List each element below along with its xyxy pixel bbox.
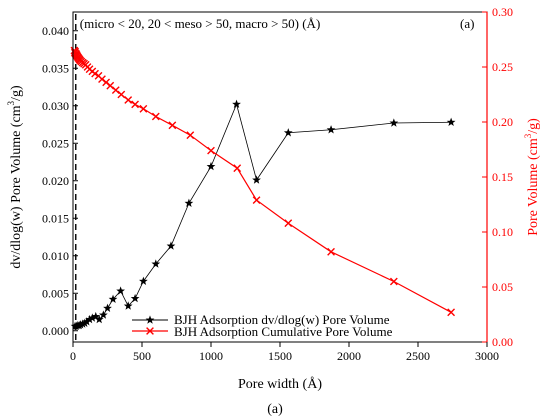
y-left-tick-label: 0.000	[42, 324, 69, 338]
y-left-tick-label: 0.025	[42, 136, 69, 150]
data-point-dv	[94, 314, 104, 324]
data-point-cumulative	[186, 131, 195, 140]
figure-caption: (a)	[267, 402, 283, 417]
series-line-cumulative	[73, 49, 452, 313]
data-point-dv	[232, 99, 241, 108]
data-point-dv	[130, 293, 140, 303]
y-right-axis-title: Pore Volume (cm3/g)	[523, 118, 541, 236]
y-left-tick-label: 0.015	[42, 211, 69, 225]
data-point-cumulative	[389, 277, 398, 286]
data-point-cumulative	[139, 104, 148, 113]
legend-label-cumulative: BJH Adsorption Cumulative Pore Volume	[174, 324, 393, 339]
data-point-cumulative	[106, 81, 115, 90]
y-right-axis-title-main: Pore Volume (cm	[526, 138, 541, 236]
x-tick-label: 2000	[337, 349, 361, 363]
data-point-cumulative	[207, 146, 215, 155]
plot-frame	[72, 11, 488, 343]
data-point-dv	[206, 161, 216, 171]
legend: BJH Adsorption dv/dlog(w) Pore Volume BJ…	[132, 312, 393, 339]
data-point-dv	[91, 311, 101, 321]
axis-ticks: 0.0000.0050.0100.0150.0200.0250.0300.035…	[42, 5, 513, 363]
data-point-cumulative	[124, 96, 133, 104]
data-point-cumulative	[111, 86, 120, 94]
panel-label: (a)	[460, 16, 474, 31]
data-point-cumulative	[91, 69, 99, 78]
legend-label-dv: BJH Adsorption dv/dlog(w) Pore Volume	[174, 312, 390, 327]
y-right-tick-label: 0.05	[492, 280, 513, 294]
y-right-axis-title-end: /g)	[526, 118, 541, 134]
x-tick-label: 0	[70, 349, 76, 363]
y-right-tick-label: 0.30	[492, 5, 513, 19]
data-point-dv	[283, 128, 293, 137]
x-tick-label: 3000	[475, 349, 499, 363]
data-point-cumulative	[131, 100, 139, 109]
data-point-cumulative	[233, 164, 242, 173]
y-right-axis-title-sup: 3	[523, 133, 533, 138]
data-point-dv	[82, 317, 92, 326]
data-point-cumulative	[168, 121, 177, 130]
series-line-dv	[75, 102, 452, 327]
y-left-tick-label: 0.030	[42, 99, 69, 113]
y-left-axis-title-main: dv/dlog(w) Pore Volume (cm	[9, 105, 24, 268]
data-point-cumulative	[447, 308, 456, 317]
data-point-dv	[116, 286, 125, 295]
y-left-axis-title: dv/dlog(w) Pore Volume (cm3/g)	[6, 85, 24, 269]
data-point-dv	[87, 313, 97, 322]
data-point-dv	[389, 118, 399, 127]
x-axis-title: Pore width (Å)	[238, 376, 322, 392]
pore-size-annotation: (micro < 20, 20 < meso > 50, macro > 50)…	[80, 16, 321, 31]
data-point-dv	[85, 314, 94, 324]
x-tick-label: 1500	[268, 349, 292, 363]
data-point-dv	[139, 276, 148, 285]
data-point-dv	[151, 259, 161, 268]
data-point-dv	[446, 117, 456, 126]
data-point-dv	[98, 310, 108, 319]
x-tick-label: 2500	[406, 349, 430, 363]
data-point-dv	[326, 125, 336, 134]
x-tick-label: 1000	[199, 349, 223, 363]
data-point-dv	[108, 294, 118, 303]
data-point-cumulative	[117, 90, 126, 99]
y-left-tick-label: 0.040	[42, 24, 69, 38]
y-right-tick-label: 0.20	[492, 115, 513, 129]
series-layer	[70, 46, 456, 330]
y-left-axis-title-end: /g)	[9, 85, 24, 101]
data-point-cumulative	[252, 196, 261, 204]
legend-marker-star	[145, 315, 155, 324]
data-point-dv	[103, 303, 112, 312]
y-left-tick-label: 0.020	[42, 174, 69, 188]
data-point-dv	[184, 198, 194, 207]
data-point-dv	[123, 301, 133, 310]
data-point-cumulative	[284, 219, 293, 228]
data-point-dv	[252, 175, 261, 184]
y-left-axis-title-sup: 3	[6, 100, 16, 105]
data-point-cumulative	[151, 112, 160, 121]
legend-marker-x	[146, 327, 154, 335]
x-tick-label: 500	[133, 349, 151, 363]
y-left-tick-label: 0.005	[42, 286, 69, 300]
y-right-tick-label: 0.00	[492, 335, 513, 349]
y-left-tick-label: 0.035	[42, 61, 69, 75]
y-right-tick-label: 0.10	[492, 225, 513, 239]
data-point-dv	[166, 241, 176, 250]
y-right-tick-label: 0.15	[492, 170, 513, 184]
y-left-tick-label: 0.010	[42, 249, 69, 263]
data-point-dv	[80, 318, 90, 327]
data-point-cumulative	[327, 247, 335, 256]
y-right-tick-label: 0.25	[492, 60, 513, 74]
